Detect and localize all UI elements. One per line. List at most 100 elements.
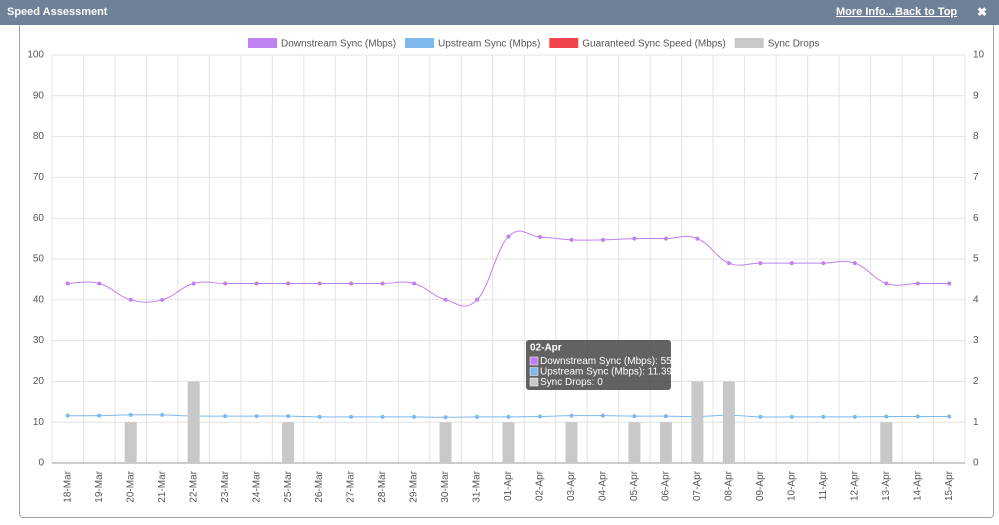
point — [663, 414, 668, 419]
bar — [124, 422, 137, 463]
point — [506, 234, 511, 239]
y-tick-label: 20 — [33, 376, 45, 387]
legend-label: Upstream Sync (Mbps) — [438, 39, 540, 50]
y2-tick-label: 9 — [973, 90, 979, 101]
point — [349, 281, 354, 286]
legend-swatch — [248, 38, 277, 48]
point — [600, 413, 605, 418]
point — [160, 297, 165, 302]
point — [852, 261, 857, 266]
point — [789, 414, 794, 419]
point — [789, 261, 794, 266]
tooltip-item: Sync Drops: 0 — [540, 377, 603, 388]
point — [128, 412, 133, 417]
point — [97, 281, 102, 286]
tooltip-box — [526, 340, 671, 390]
point — [317, 414, 322, 419]
y2-tick-label: 2 — [973, 376, 979, 387]
point — [663, 236, 668, 241]
y-tick-label: 10 — [33, 417, 45, 428]
x-tick-label: 05-Apr — [629, 470, 640, 501]
tooltip-item: Downstream Sync (Mbps): 55.39 — [540, 356, 686, 367]
point — [632, 236, 637, 241]
x-tick-label: 12-Apr — [849, 470, 860, 501]
point — [821, 261, 826, 266]
x-tick-label: 03-Apr — [566, 470, 577, 501]
point — [915, 414, 920, 419]
y-tick-label: 50 — [33, 254, 45, 265]
point — [286, 414, 291, 419]
point — [537, 414, 542, 419]
point — [286, 281, 291, 286]
x-tick-label: 30-Mar — [440, 470, 451, 502]
legend-label: Sync Drops — [768, 39, 820, 50]
x-tick-label: 07-Apr — [692, 470, 703, 501]
point — [65, 413, 70, 418]
header: Speed Assessment More Info... Back to To… — [0, 0, 999, 25]
point — [160, 412, 165, 417]
point — [726, 261, 731, 266]
x-tick-label: 01-Apr — [503, 470, 514, 501]
bar — [439, 422, 452, 463]
point — [65, 281, 70, 286]
point — [884, 414, 889, 419]
point — [884, 281, 889, 286]
point — [191, 281, 196, 286]
point — [223, 281, 228, 286]
point — [537, 235, 542, 240]
point — [758, 414, 763, 419]
x-tick-label: 04-Apr — [598, 470, 609, 501]
point — [443, 415, 448, 420]
bar — [722, 381, 735, 463]
y-tick-label: 90 — [33, 90, 45, 101]
point — [600, 237, 605, 242]
tooltip-swatch — [529, 356, 539, 366]
x-tick-label: 26-Mar — [314, 470, 325, 502]
y-tick-label: 80 — [33, 131, 45, 142]
x-tick-label: 02-Apr — [535, 470, 546, 501]
x-tick-label: 31-Mar — [472, 470, 483, 502]
point — [223, 414, 228, 419]
back-to-top-link[interactable]: Back to Top — [895, 6, 958, 18]
more-info-link[interactable]: More Info... — [836, 6, 895, 18]
x-tick-label: 09-Apr — [755, 470, 766, 501]
y2-tick-label: 0 — [973, 458, 979, 469]
legend-swatch — [734, 38, 764, 48]
y2-tick-label: 6 — [973, 213, 979, 224]
point — [852, 414, 857, 419]
tooltip-item: Upstream Sync (Mbps): 11.39 — [540, 367, 673, 378]
x-tick-label: 15-Apr — [944, 470, 955, 501]
point — [695, 236, 700, 241]
x-tick-label: 11-Apr — [818, 470, 829, 500]
line — [67, 230, 950, 307]
close-button[interactable]: ✖ — [976, 5, 987, 19]
x-tick-label: 21-Mar — [157, 470, 168, 502]
y2-tick-label: 3 — [973, 335, 979, 346]
y-tick-label: 30 — [33, 335, 45, 346]
y2-tick-label: 8 — [973, 131, 979, 142]
panel — [19, 25, 994, 518]
legend-swatch — [405, 38, 435, 48]
x-tick-label: 19-Mar — [94, 470, 105, 502]
bar — [659, 422, 672, 463]
point — [254, 414, 259, 419]
point — [317, 281, 322, 286]
point — [97, 413, 102, 418]
legend-swatch — [549, 38, 579, 48]
point — [947, 414, 952, 419]
x-tick-label: 18-Mar — [62, 470, 73, 502]
y-tick-label: 0 — [38, 458, 44, 469]
x-tick-label: 10-Apr — [786, 470, 797, 501]
x-tick-label: 29-Mar — [409, 470, 420, 502]
y-tick-label: 40 — [33, 294, 45, 305]
y2-tick-label: 7 — [973, 172, 979, 183]
point — [254, 281, 259, 286]
x-tick-label: 06-Apr — [661, 470, 672, 501]
x-tick-label: 25-Mar — [283, 470, 294, 502]
bar — [691, 381, 704, 463]
point — [915, 281, 920, 286]
point — [758, 261, 763, 266]
y2-tick-label: 4 — [973, 294, 979, 305]
bar — [502, 422, 515, 463]
